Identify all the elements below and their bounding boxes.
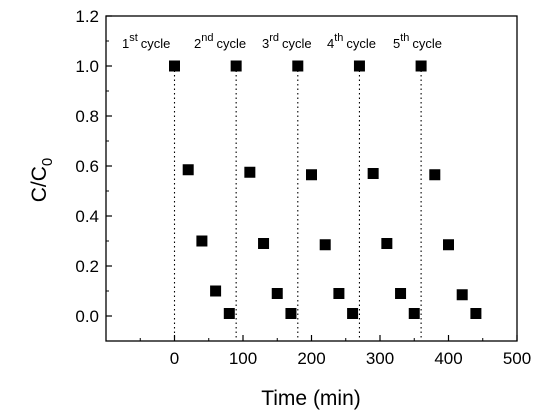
data-point [415,60,427,72]
data-point [408,308,420,319]
data-point [223,308,235,319]
data-point [196,235,208,247]
y-tick-label: 0.2 [75,257,99,276]
cycle-annotations: 1st cycle 2nd cycle 3rd cycle 4th cycle 5th cycle [122,32,442,51]
data-point [182,164,194,176]
y-tick-label: 0.8 [75,107,99,126]
data-point [285,308,297,319]
data-point [456,289,468,301]
data-point [353,60,365,72]
cycle-label: 2nd cycle [194,32,246,51]
cycle-label: 1st cycle [122,32,170,51]
y-axis-title-main: C/C [28,166,51,202]
x-tick-label: 300 [366,349,394,368]
data-point [470,308,482,319]
x-tick-label: 400 [434,349,462,368]
data-point [244,166,256,178]
data-point [210,285,222,297]
data-point [429,169,441,181]
data-point [443,239,454,251]
x-tick-label: 100 [229,349,257,368]
data-point [347,308,359,319]
y-tick-label: 0.6 [75,157,99,176]
y-tick-label: 1.2 [75,7,99,26]
data-points [169,60,482,319]
tick-labels: 0 100 200 300 400 500 0.0 0.2 0.4 0.6 0.8 1.0 1.2 [75,7,531,368]
data-point [271,288,283,299]
data-point [333,288,345,299]
data-point [367,168,379,179]
data-point [169,60,180,72]
cycle-label: 5th cycle [393,32,442,51]
axis-ticks [106,15,518,341]
y-axis-title: C/C0 [28,158,56,203]
cycle-label: 4th cycle [327,32,376,51]
y-tick-label: 1.0 [75,57,99,76]
data-point [230,60,242,72]
y-axis-title-sub: 0 [39,158,56,166]
x-tick-label: 200 [297,349,325,368]
data-point [395,288,407,299]
data-point [258,238,270,249]
y-tick-label: 0.0 [75,307,99,326]
x-tick-label: 500 [503,349,531,368]
data-point [381,238,393,249]
x-tick-label: 0 [170,349,179,368]
data-point [319,239,331,251]
x-axis-title: Time (min) [261,387,361,410]
y-tick-label: 0.4 [75,207,99,226]
data-point [306,169,317,181]
data-point [292,60,304,72]
cycle-dividers [173,66,422,341]
cycle-label: 3rd cycle [262,32,312,51]
